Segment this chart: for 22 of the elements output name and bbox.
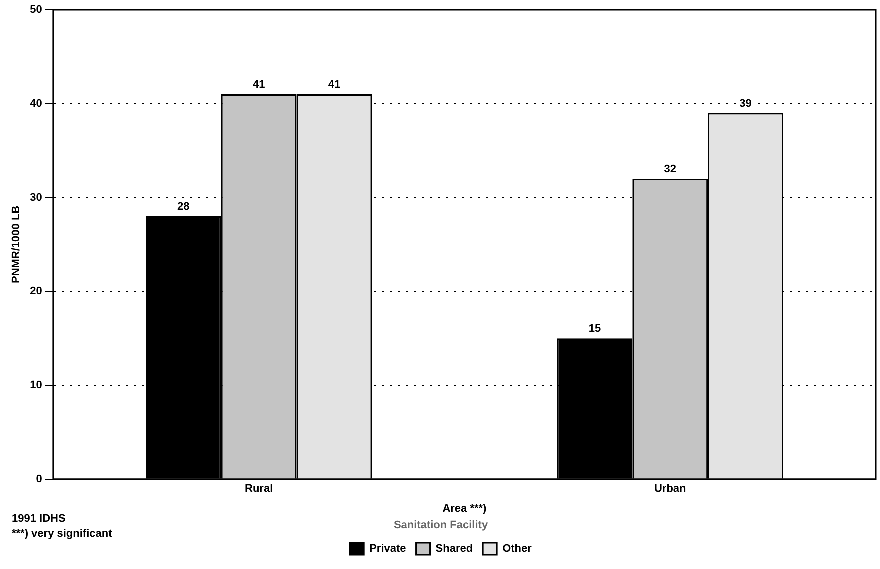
y-tick-label: 30: [30, 192, 42, 204]
data-label: 15: [588, 323, 602, 336]
data-label: 28: [178, 201, 190, 214]
y-tick-label: 40: [30, 98, 42, 110]
data-label: 41: [252, 79, 266, 92]
legend-label: Other: [502, 543, 533, 556]
text: 1991 IDHS: [12, 512, 67, 527]
y-tick-label: 20: [30, 286, 42, 298]
x-axis-title: Area ***): [442, 503, 488, 516]
x-tick-label: Rural: [245, 483, 274, 496]
x-tick-label: Urban: [654, 483, 687, 496]
legend-label: Shared: [436, 543, 474, 556]
y-tick-label: 50: [30, 4, 42, 16]
data-label: 41: [328, 79, 341, 92]
text: ***) very significant: [12, 527, 112, 542]
legend-title: Sanitation Facility: [394, 519, 489, 532]
legend-label: Private: [370, 543, 406, 556]
data-label: 39: [740, 98, 752, 110]
y-axis-title: PNMR/1000 LB: [10, 206, 23, 284]
data-label: 32: [664, 164, 676, 176]
y-tick-label: 10: [30, 380, 42, 392]
y-tick-label: 0: [36, 473, 42, 486]
